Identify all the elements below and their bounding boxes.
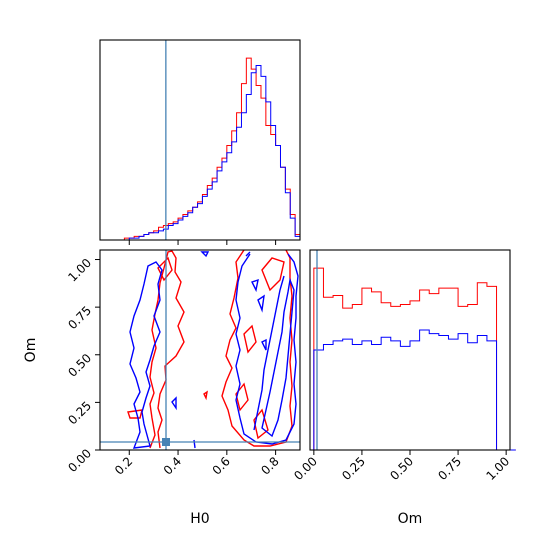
hist-Om-frame [309, 249, 511, 451]
scatter-ytick-label: 0.75 [65, 303, 94, 332]
contour-blue-left [129, 261, 163, 449]
scatter-ytick-label: 0.50 [65, 351, 94, 380]
scatter-frame [99, 249, 301, 451]
truth-point-marker [162, 438, 170, 446]
contour-red-speck [203, 390, 208, 401]
scatter-H0-Om-xtick-label: 0.2 [112, 454, 135, 477]
scatter-ytick-label: 0.00 [65, 446, 94, 475]
panel-hist-Om: 0.00 0.25 0.50 0.75 1.00 Om [291, 249, 516, 527]
scatter-H0-Om-xtick-label: 0.4 [161, 454, 184, 477]
hist-Om-series-0-step [313, 267, 516, 451]
contour-blue-right-inner [261, 277, 295, 438]
hist-H0-series-1-step [104, 64, 301, 241]
hist-H0-xticks [128, 240, 277, 245]
contour-blue-right-mid [253, 275, 285, 431]
ylabel-Om: Om [23, 338, 39, 363]
panel-hist-H0 [99, 39, 301, 245]
contour-red-left-inner [127, 256, 173, 419]
hist-Om-xtick-label: 0.75 [435, 454, 464, 483]
xlabel-H0: H0 [190, 511, 209, 527]
contour-blue-bits [200, 251, 267, 351]
scatter-ytick-label: 1.00 [65, 256, 94, 285]
hist-Om-xticks: 0.00 0.25 0.50 0.75 1.00 [291, 450, 512, 483]
contour-red-right-inner [235, 257, 285, 440]
hist-Om-xtick-label: 0.00 [291, 454, 320, 483]
scatter-H0-Om-xtick-label: 0.8 [258, 454, 281, 477]
hist-Om-series-1-step [313, 329, 516, 451]
hist-Om-xtick-label: 1.00 [483, 454, 512, 483]
hist-Om-xtick-label: 0.50 [387, 454, 416, 483]
scatter-yticks: 0.00 0.25 0.50 0.75 1.00 [65, 256, 100, 475]
contour-red-left-outer [149, 250, 185, 449]
hist-H0-frame [99, 39, 301, 241]
hist-Om-xtick-label: 0.25 [339, 454, 368, 483]
panel-scatter-H0-Om: 0.2 0.4 0.6 0.8 0.00 0.25 0.50 0.75 1.00 H0 Om [23, 249, 301, 527]
contour-blue-left-speck [171, 396, 196, 449]
xlabel-Om: Om [398, 511, 423, 527]
hist-H0-series-group [104, 57, 301, 241]
scatter-ytick-label: 0.25 [65, 399, 94, 428]
hist-Om-series-group [313, 267, 516, 451]
scatter-H0-Om-xtick-label: 0.6 [210, 454, 233, 477]
scatter-xticks: 0.2 0.4 0.6 0.8 [112, 450, 282, 478]
hist-H0-series-0-step [104, 57, 301, 241]
